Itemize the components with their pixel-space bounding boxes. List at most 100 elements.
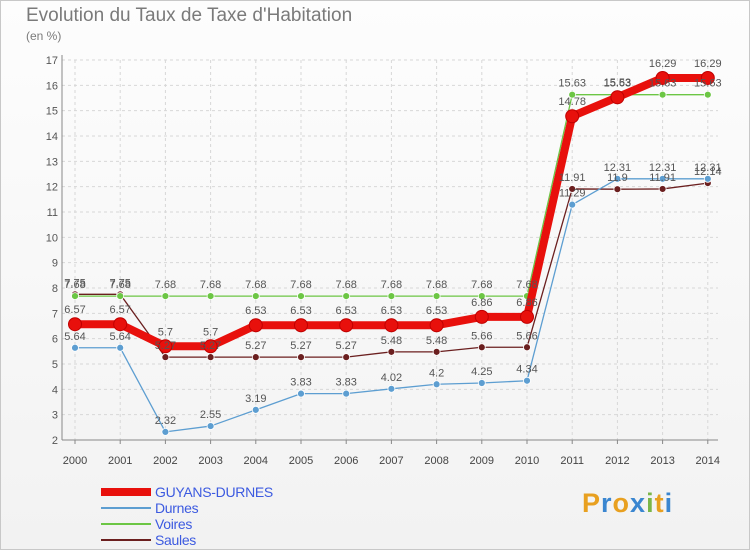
data-label: 3.83	[335, 377, 356, 389]
y-tick-label: 9	[52, 258, 58, 270]
data-point	[432, 380, 441, 389]
y-tick-label: 10	[46, 232, 58, 244]
grid-layer	[62, 59, 718, 441]
data-point	[429, 318, 444, 333]
data-label: 4.34	[516, 364, 537, 376]
y-tick-label: 4	[52, 384, 58, 396]
logo-letter: t	[654, 488, 665, 518]
data-point	[161, 292, 170, 301]
x-tick-label: 2008	[424, 455, 448, 467]
y-tick-label: 2	[52, 435, 58, 447]
data-label: 16.29	[694, 58, 722, 70]
data-point	[158, 339, 173, 354]
x-tick-label: 2004	[244, 455, 268, 467]
data-label: 7.68	[200, 279, 221, 291]
logo-letter: P	[582, 488, 602, 518]
data-label: 6.53	[381, 305, 402, 317]
data-label: 5.64	[64, 331, 85, 343]
x-tick-label: 2005	[289, 455, 313, 467]
y-tick-label: 6	[52, 334, 58, 346]
data-label: 12.14	[694, 166, 722, 178]
data-label: 4.02	[381, 372, 402, 384]
data-label: 7.75	[64, 277, 85, 289]
x-tick-label: 2006	[334, 455, 358, 467]
legend-swatch	[101, 507, 151, 509]
data-label: 5.27	[245, 340, 266, 352]
data-point	[206, 292, 215, 301]
data-label: 7.68	[426, 279, 447, 291]
data-label: 6.57	[109, 304, 130, 316]
data-point	[523, 376, 531, 385]
data-point	[477, 343, 486, 352]
data-point	[297, 353, 305, 362]
data-point	[297, 389, 305, 398]
data-point	[342, 353, 351, 362]
legend-swatch	[101, 488, 151, 496]
data-label: 12.31	[649, 162, 677, 174]
data-point	[658, 185, 667, 193]
data-label: 7.68	[381, 279, 402, 291]
y-tick-label: 12	[46, 182, 58, 194]
x-tick-label: 2003	[198, 455, 222, 467]
data-point	[113, 317, 128, 332]
data-point	[658, 90, 667, 99]
data-label: 5.66	[471, 330, 492, 342]
data-label: 11.91	[559, 172, 586, 184]
x-tick-label: 2007	[379, 455, 403, 467]
x-tick-label: 2011	[560, 455, 584, 467]
data-label: 6.53	[245, 305, 266, 317]
data-point	[432, 292, 441, 301]
data-label: 5.27	[335, 340, 356, 352]
data-label: 7.68	[245, 279, 266, 291]
y-tick-label: 13	[46, 156, 58, 168]
data-point	[206, 353, 215, 362]
data-point	[655, 70, 670, 85]
series-layer	[68, 70, 715, 436]
data-point	[568, 200, 577, 209]
data-label: 2.55	[200, 409, 221, 421]
data-label: 15.63	[558, 78, 586, 90]
data-label: 6.57	[64, 304, 85, 316]
data-point	[384, 318, 399, 333]
data-label: 7.68	[155, 279, 176, 291]
data-label: 5.7	[158, 326, 173, 338]
chart-subtitle: (en %)	[26, 29, 62, 43]
data-label: 16.29	[649, 58, 677, 70]
data-label: 7.68	[471, 279, 492, 291]
data-label: 6.86	[516, 297, 537, 309]
data-label: 6.53	[426, 305, 447, 317]
data-label: 11.9	[607, 172, 628, 184]
data-label: 15.63	[604, 78, 632, 90]
data-label: 5.48	[381, 335, 402, 347]
y-tick-label: 14	[46, 131, 58, 143]
legend-label: Durnes	[155, 500, 199, 516]
data-label: 11.91	[649, 172, 676, 184]
data-point	[520, 309, 534, 324]
data-label: 5.48	[426, 335, 447, 347]
data-label: 3.19	[245, 393, 266, 405]
data-point	[613, 174, 622, 183]
x-tick-label: 2013	[650, 455, 674, 467]
data-label: 4.25	[471, 366, 492, 378]
x-tick-label: 2002	[153, 455, 177, 467]
y-tick-label: 7	[52, 308, 58, 320]
data-label: 3.83	[290, 377, 311, 389]
data-point	[387, 347, 396, 356]
data-point	[342, 292, 351, 301]
axis-layer: 2 3 4 5 6 7 8 9 10 11 12 13 14 15 16 17 2000 2001 2002 2003…	[46, 55, 720, 467]
data-label: 2.32	[155, 415, 176, 427]
data-point	[432, 347, 441, 356]
data-label: 7.68	[516, 279, 537, 291]
data-point	[658, 174, 667, 183]
data-point	[161, 427, 170, 436]
logo-letter: i	[646, 488, 655, 518]
legend-label: Saules	[155, 532, 197, 548]
logo-letter: o	[612, 488, 631, 518]
data-label: 15.53	[604, 77, 632, 89]
data-point	[71, 343, 79, 352]
y-tick-label: 16	[46, 80, 58, 92]
data-point	[161, 353, 170, 362]
legend-swatch	[101, 523, 151, 525]
data-point	[248, 318, 263, 333]
